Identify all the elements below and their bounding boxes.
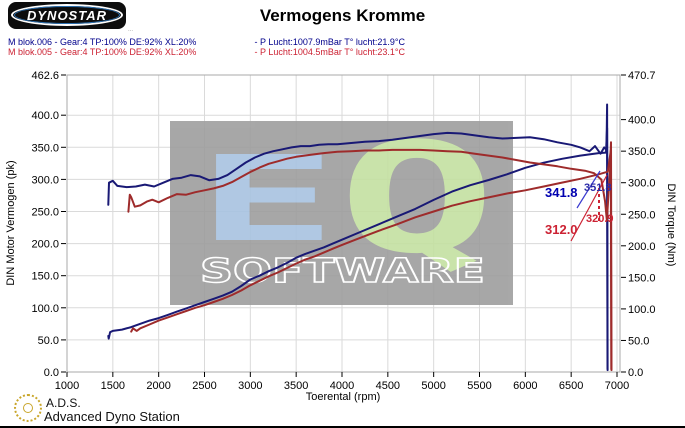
y-right-tick-label: 350.0 (628, 146, 656, 158)
plot-border (66, 74, 621, 373)
y-right-tick-label: 470.7 (628, 70, 656, 82)
watermark-letter-q: Q (338, 110, 496, 287)
y-left-tick-label: 200.0 (31, 239, 59, 251)
x-tick-label: 3500 (284, 380, 308, 392)
x-tick-label: 5000 (421, 380, 445, 392)
y-left-tick-label: 350.0 (31, 142, 59, 154)
x-tick-label: 2000 (146, 380, 170, 392)
annotation-torque-end-run2: 320.9 (586, 213, 614, 225)
dynostar-logo-ring (11, 4, 123, 26)
ads-logo-icon (14, 394, 42, 422)
x-axis-title: Toerental (rpm) (306, 391, 381, 403)
y-left-tick-label: 0.0 (44, 367, 59, 379)
run2-spec: M blok.005 - Gear:4 TP:100% DE:92% XL:20… (8, 47, 197, 57)
x-tick-label: 6000 (513, 380, 537, 392)
dynostar-logo: DYNOSTAR (8, 2, 126, 29)
logo-subtext: ... (128, 27, 134, 33)
ads-abbreviation: A.D.S. (46, 396, 81, 410)
annotations: 341.8 312.0 351.8 320.9 (545, 170, 614, 242)
y-left-tick-label: 400.0 (31, 110, 59, 122)
run-info-line-2: M blok.005 - Gear:4 TP:100% DE:92% XL:20… (8, 47, 405, 57)
x-tick-label: 1000 (55, 380, 79, 392)
run2-environment: - P Lucht:1004.5mBar T° lucht:23.1°C (254, 47, 405, 57)
dynostar-logo-text: DYNOSTAR (27, 8, 107, 23)
run1-environment: - P Lucht:1007.9mBar T° lucht:21.9°C (254, 37, 405, 47)
y-right-tick-label: 100.0 (628, 304, 656, 316)
y-left-tick-label: 300.0 (31, 174, 59, 186)
ads-full-name: Advanced Dyno Station (44, 409, 180, 424)
y-right-tick-label: 300.0 (628, 178, 656, 190)
y-axis-right-title: DIN Torque (Nm) (665, 184, 677, 267)
annotation-torque-end-run1: 351.8 (584, 182, 612, 194)
y-right-tick-label: 400.0 (628, 115, 656, 127)
watermark-label: SOFTWARE (200, 251, 485, 290)
x-tick-label: 1500 (101, 380, 125, 392)
y-right-tick-label: 250.0 (628, 209, 656, 221)
x-tick-label: 4500 (376, 380, 400, 392)
y-right-tick-label: 50.0 (628, 335, 649, 347)
run-info-line-1: M blok.006 - Gear:4 TP:100% DE:92% XL:20… (8, 37, 405, 47)
y-left-tick-label: 50.0 (38, 335, 59, 347)
ads-logo-core (23, 403, 33, 413)
axes: 462.6 400.0 350.0 300.0 250.0 200.0 150.0 100.0… (5, 70, 677, 403)
y-right-tick-label: 0.0 (628, 367, 643, 379)
page-title: Vermogens Kromme (259, 6, 426, 25)
x-tick-label: 2500 (192, 380, 216, 392)
y-right-tick-label: 200.0 (628, 241, 656, 253)
y-left-tick-label: 462.6 (31, 70, 59, 82)
eq-software-watermark: E Q SOFTWARE (170, 110, 513, 305)
x-tick-label: 6500 (559, 380, 583, 392)
y-left-tick-label: 150.0 (31, 271, 59, 283)
curve-run2-power (130, 149, 613, 371)
curve-run1-torque (107, 103, 609, 372)
y-left-tick-label: 100.0 (31, 303, 59, 315)
annotation-power-peak-run1: 341.8 (545, 185, 578, 200)
curve-run2-torque (127, 141, 613, 372)
curve-run1-power (107, 127, 609, 370)
annotation-power-peak-run2: 312.0 (545, 222, 578, 237)
leader-line-1 (576, 170, 601, 209)
run1-spec: M blok.006 - Gear:4 TP:100% DE:92% XL:20… (8, 37, 197, 47)
y-left-tick-label: 250.0 (31, 206, 59, 218)
y-right-tick-label: 150.0 (628, 272, 656, 284)
x-tick-label: 3000 (238, 380, 262, 392)
x-tick-label: 4000 (330, 380, 354, 392)
dynostar-logo-inner-ring (14, 6, 120, 24)
watermark-letter-e: E (197, 130, 337, 268)
x-tick-label: 5500 (467, 380, 491, 392)
leader-line-2 (570, 174, 608, 242)
x-tick-label: 7000 (605, 380, 629, 392)
y-axis-left-title: DIN Motor Vermogen (pk) (5, 160, 17, 285)
window-bottom-edge (0, 426, 685, 428)
